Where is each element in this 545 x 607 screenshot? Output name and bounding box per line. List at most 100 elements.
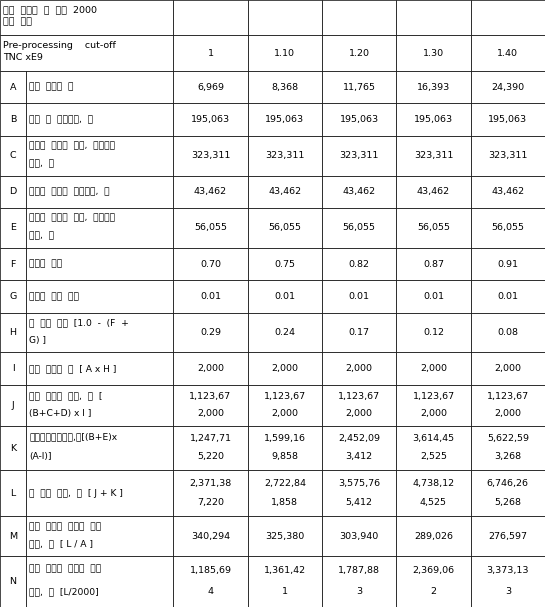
Bar (0, 103, 26, 136)
Bar (173, 71, 247, 103)
Text: 2,525: 2,525 (420, 452, 447, 461)
Text: 기증  재대혈  단위당  소요: 기증 재대혈 단위당 소요 (29, 522, 102, 531)
Bar (173, 517, 247, 556)
Text: 1,247,71: 1,247,71 (190, 434, 232, 443)
Bar (0, 248, 26, 280)
Bar (173, 208, 247, 248)
Bar (247, 0, 322, 35)
Bar (173, 103, 247, 136)
Text: 부적합  재대혈  검사,  추후관리: 부적합 재대혈 검사, 추후관리 (29, 214, 116, 223)
Text: 3: 3 (505, 587, 511, 596)
Bar (471, 280, 545, 313)
Bar (26, 208, 173, 248)
Bar (26, 313, 173, 353)
Text: 2,000: 2,000 (346, 364, 373, 373)
Bar (247, 248, 322, 280)
Text: 323,311: 323,311 (191, 151, 230, 160)
Text: 모집  및  수거비용,  원: 모집 및 수거비용, 원 (29, 115, 94, 124)
Text: 323,311: 323,311 (340, 151, 379, 160)
Bar (396, 136, 471, 175)
Bar (0, 517, 26, 556)
Text: 1,185,69: 1,185,69 (190, 566, 232, 575)
Text: 이식용  재대혈  보관비용,  원: 이식용 재대혈 보관비용, 원 (29, 188, 110, 197)
Text: 43,462: 43,462 (491, 188, 524, 197)
Bar (26, 71, 173, 103)
Text: TNC xE9: TNC xE9 (3, 53, 43, 62)
Bar (0, 280, 26, 313)
Bar (322, 103, 396, 136)
Text: 195,063: 195,063 (191, 115, 230, 124)
Text: 0.75: 0.75 (274, 260, 295, 268)
Bar (0, 136, 26, 175)
Text: 비용,  원  [ L / A ]: 비용, 원 [ L / A ] (29, 540, 93, 549)
Text: 56,055: 56,055 (343, 223, 376, 232)
Bar (247, 353, 322, 385)
Text: 2,000: 2,000 (271, 409, 298, 418)
Bar (247, 280, 322, 313)
Bar (322, 426, 396, 470)
Bar (173, 313, 247, 353)
Bar (396, 385, 471, 426)
Text: 2: 2 (431, 587, 437, 596)
Bar (247, 103, 322, 136)
Text: 2,000: 2,000 (420, 364, 447, 373)
Bar (247, 175, 322, 208)
Bar (0, 0, 173, 35)
Text: 43,462: 43,462 (343, 188, 376, 197)
Text: 43,462: 43,462 (194, 188, 227, 197)
Text: 8,368: 8,368 (271, 83, 298, 92)
Text: 340,294: 340,294 (191, 532, 230, 541)
Text: 0.12: 0.12 (423, 328, 444, 337)
Bar (247, 556, 322, 607)
Text: 0.01: 0.01 (274, 292, 295, 301)
Text: 0.70: 0.70 (200, 260, 221, 268)
Bar (396, 208, 471, 248)
Bar (322, 0, 396, 35)
Bar (173, 248, 247, 280)
Bar (471, 470, 545, 517)
Bar (26, 248, 173, 280)
Bar (0, 208, 26, 248)
Text: E: E (10, 223, 16, 232)
Bar (396, 353, 471, 385)
Text: 3,373,13: 3,373,13 (487, 566, 529, 575)
Text: 24,390: 24,390 (491, 83, 524, 92)
Bar (322, 470, 396, 517)
Text: 1.10: 1.10 (274, 49, 295, 58)
Text: N: N (10, 577, 16, 586)
Text: 이식용  사용  비율: 이식용 사용 비율 (29, 292, 80, 301)
Bar (26, 517, 173, 556)
Bar (471, 71, 545, 103)
Text: 1,858: 1,858 (271, 498, 298, 507)
Text: 195,063: 195,063 (488, 115, 528, 124)
Text: 부적합재대혈비용,원[(B+E)x: 부적합재대혈비용,원[(B+E)x (29, 433, 118, 441)
Text: 0.17: 0.17 (349, 328, 370, 337)
Bar (322, 385, 396, 426)
Text: 6,746,26: 6,746,26 (487, 479, 529, 487)
Bar (322, 136, 396, 175)
Bar (247, 35, 322, 71)
Bar (396, 470, 471, 517)
Bar (396, 0, 471, 35)
Text: 이식용  재대혈  검사,  추후관리: 이식용 재대혈 검사, 추후관리 (29, 141, 116, 151)
Bar (322, 175, 396, 208)
Bar (322, 248, 396, 280)
Bar (0, 385, 26, 426)
Text: 1.40: 1.40 (498, 49, 518, 58)
Text: 2,369,06: 2,369,06 (413, 566, 455, 575)
Bar (471, 208, 545, 248)
Bar (396, 313, 471, 353)
Bar (322, 280, 396, 313)
Text: 0.01: 0.01 (498, 292, 518, 301)
Text: K: K (10, 444, 16, 453)
Text: 0.24: 0.24 (274, 328, 295, 337)
Text: M: M (9, 532, 17, 541)
Bar (26, 136, 173, 175)
Text: 0.01: 0.01 (349, 292, 370, 301)
Bar (0, 175, 26, 208)
Bar (396, 280, 471, 313)
Text: H: H (10, 328, 16, 337)
Text: 2,371,38: 2,371,38 (189, 479, 232, 487)
Text: I: I (11, 364, 15, 373)
Text: 2,000: 2,000 (197, 364, 224, 373)
